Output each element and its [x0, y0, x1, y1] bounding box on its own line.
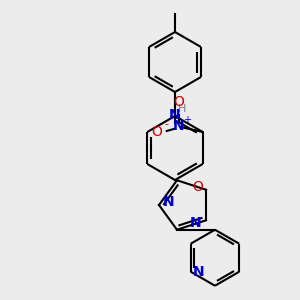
Text: +: +	[183, 115, 191, 125]
Text: N: N	[173, 119, 184, 133]
Text: N: N	[169, 108, 181, 122]
Text: N: N	[193, 265, 205, 279]
Text: N: N	[190, 216, 202, 230]
Text: H: H	[178, 104, 186, 114]
Text: O: O	[151, 125, 162, 139]
Text: -: -	[165, 119, 169, 129]
Text: N: N	[163, 195, 175, 209]
Text: O: O	[193, 180, 203, 194]
Text: O: O	[173, 95, 184, 109]
